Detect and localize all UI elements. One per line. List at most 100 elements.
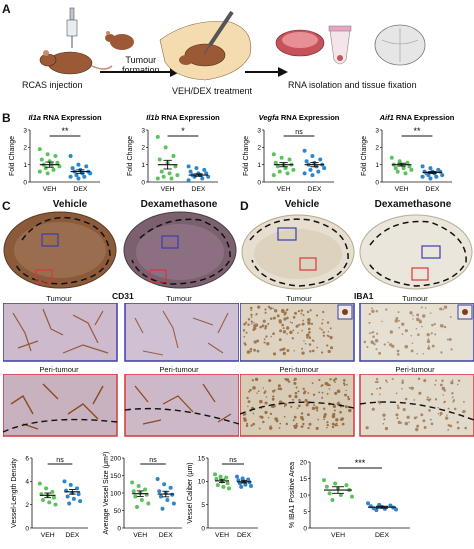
data-point [168, 485, 173, 490]
significance-label: ns [149, 457, 157, 464]
data-point [271, 152, 276, 157]
step-rcas-injection: RCAS injection [22, 80, 83, 90]
data-point [403, 171, 408, 176]
chart-3: Aif1 RNA Expression 0 1 2 3 Fold Change VEH DEX… [361, 113, 455, 193]
data-point [162, 482, 167, 487]
data-point [157, 489, 162, 494]
c-veh-peri-label: Peri-tumour [39, 365, 79, 374]
data-point [169, 176, 174, 181]
c-veh-peri-box [35, 269, 53, 283]
data-point [39, 157, 44, 162]
data-point [37, 169, 42, 174]
data-point [37, 481, 42, 486]
data-point [401, 166, 406, 171]
c-whole-sections [3, 211, 237, 289]
data-point [397, 159, 402, 164]
data-point [143, 487, 148, 492]
data-point [440, 173, 445, 178]
data-point [214, 477, 219, 481]
x-tick-label: VEH [133, 532, 147, 539]
x-tick-label: DEX [237, 532, 251, 539]
data-point [45, 171, 50, 176]
data-point [213, 472, 217, 477]
y-axis-label: Vessel Caliber (μm) [187, 462, 194, 523]
mouse-icon-2 [179, 43, 226, 67]
c-veh-tumour-label: Tumour [46, 294, 72, 303]
y-tick-label: 4 [25, 479, 29, 486]
d-dex-peri-label: Peri-tumour [395, 365, 435, 374]
d-veh-tumour-label: Tumour [286, 294, 312, 303]
y-tick-label: 0 [23, 179, 27, 186]
c-peri-micrographs [3, 374, 239, 437]
data-point [155, 176, 160, 181]
y-tick-label: 50 [114, 508, 122, 515]
y-tick-label: 2 [141, 145, 145, 152]
step-tumour-line2: formation [122, 65, 160, 75]
y-axis-label: Fold Change [243, 136, 250, 176]
y-tick-label: 15 [198, 455, 206, 462]
data-point [62, 479, 67, 484]
c-dex-peri-label: Peri-tumour [159, 365, 199, 374]
data-point [55, 160, 60, 165]
data-point [426, 173, 431, 178]
data-point [249, 484, 253, 488]
data-point [243, 482, 248, 487]
step-rna-isolation: RNA isolation and tissue fixation [288, 80, 417, 90]
data-point [186, 164, 191, 169]
data-point [407, 164, 412, 169]
c-dex-header: Dexamethasone [140, 199, 218, 210]
data-point [394, 507, 398, 512]
data-point [215, 483, 220, 488]
data-point [221, 484, 226, 489]
data-point [67, 501, 72, 506]
data-point [45, 152, 50, 157]
syringe-icon-1 [66, 7, 78, 48]
y-tick-label: 1 [375, 162, 379, 169]
step-tumour-formation: Tumour formation [122, 55, 160, 75]
data-point [158, 494, 163, 499]
data-point [175, 173, 180, 178]
y-tick-label: 1 [23, 162, 27, 169]
data-point [88, 171, 93, 176]
data-point [310, 173, 315, 178]
y-tick-label: 2 [25, 502, 29, 509]
data-point [167, 171, 172, 176]
data-point [84, 164, 89, 169]
data-point [227, 486, 231, 491]
y-tick-label: 10 [198, 479, 206, 486]
d-veh-peri-box [299, 257, 317, 271]
schematic-graphic [39, 7, 426, 81]
y-tick-label: 0 [25, 525, 29, 532]
data-point [171, 154, 176, 158]
x-tick-label: DEX [375, 532, 389, 539]
d-veh-tumour-box [277, 227, 297, 241]
significance-label: ** [413, 126, 421, 136]
data-point [57, 164, 62, 169]
chart-title: Vegfa RNA Expression [259, 113, 340, 122]
data-point [51, 495, 56, 500]
data-point [194, 166, 199, 171]
data-point [188, 169, 193, 174]
data-point [302, 171, 307, 176]
data-point [78, 499, 83, 504]
data-point [155, 477, 160, 481]
y-tick-label: 0 [117, 525, 121, 532]
d-dex-tumour-label: Tumour [402, 294, 428, 303]
data-point [225, 481, 230, 486]
y-tick-label: 200 [110, 455, 121, 462]
x-tick-label: DEX [307, 186, 321, 193]
data-point [235, 474, 239, 479]
d-vehicle-header: Vehicle [284, 199, 320, 210]
data-point [420, 174, 425, 179]
data-point [65, 494, 70, 499]
y-axis-label: % IBA1 Positive Area [289, 462, 296, 528]
data-point [308, 167, 313, 172]
y-tick-label: 10 [300, 492, 308, 499]
chart-0: Il1a RNA Expression 0 1 2 3 Fold Change VEH DEX… [9, 113, 102, 193]
data-point [186, 178, 191, 183]
c-dex-peri-box [149, 269, 167, 283]
step-tumour-line1: Tumour [125, 55, 157, 65]
x-tick-label: DEX [159, 532, 173, 539]
